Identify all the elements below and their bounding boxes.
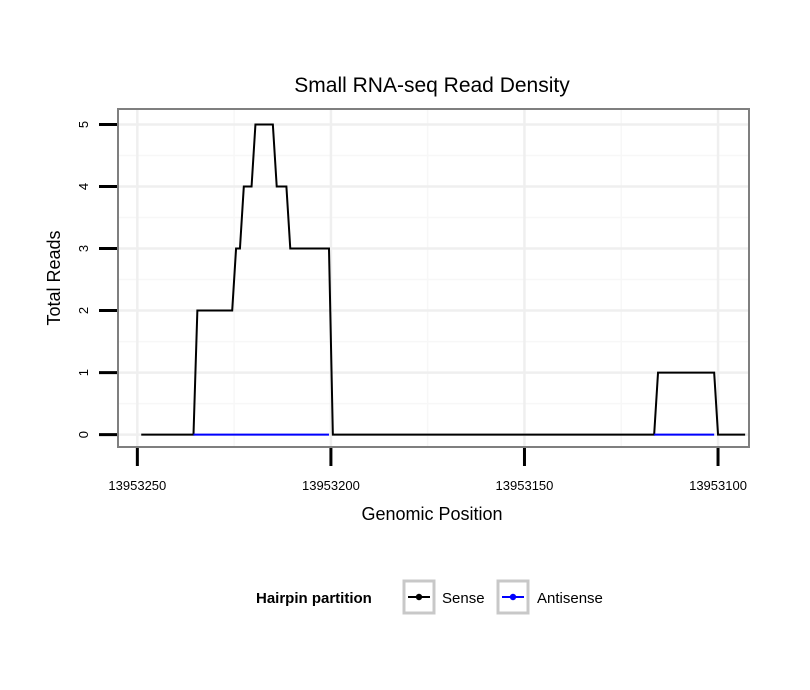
y-tick-label: 3 bbox=[76, 245, 91, 252]
y-tick-label: 0 bbox=[76, 431, 91, 438]
x-tick-label: 13953100 bbox=[689, 478, 747, 493]
chart-title: Small RNA-seq Read Density bbox=[294, 74, 570, 97]
legend-title: Hairpin partition bbox=[256, 590, 372, 607]
y-tick-label: 2 bbox=[76, 307, 91, 314]
y-tick-label: 5 bbox=[76, 121, 91, 128]
legend-label-sense: Sense bbox=[442, 590, 485, 607]
legend: Hairpin partition Sense Antisense bbox=[256, 579, 603, 615]
legend-key-antisense bbox=[496, 579, 530, 615]
grid-lines bbox=[118, 109, 749, 447]
series-line-sense bbox=[141, 123, 746, 436]
x-axis-title: Genomic Position bbox=[361, 504, 502, 524]
legend-key-dot-antisense bbox=[509, 593, 517, 601]
axes: 0 1 2 3 4 5 13953250 13953200 13953150 13953100 bbox=[76, 121, 747, 493]
y-axis-title: Total Reads bbox=[44, 230, 64, 325]
x-tick-label: 13953200 bbox=[302, 478, 360, 493]
y-tick-label: 4 bbox=[76, 183, 91, 190]
legend-key-sense bbox=[402, 579, 436, 615]
legend-key-dot-sense bbox=[415, 593, 423, 601]
plot-panel-border bbox=[117, 108, 750, 448]
x-tick-label: 13953250 bbox=[108, 478, 166, 493]
y-tick-label: 1 bbox=[76, 369, 91, 376]
x-tick-label: 13953150 bbox=[496, 478, 554, 493]
series-lines bbox=[141, 123, 746, 436]
legend-label-antisense: Antisense bbox=[537, 590, 603, 607]
